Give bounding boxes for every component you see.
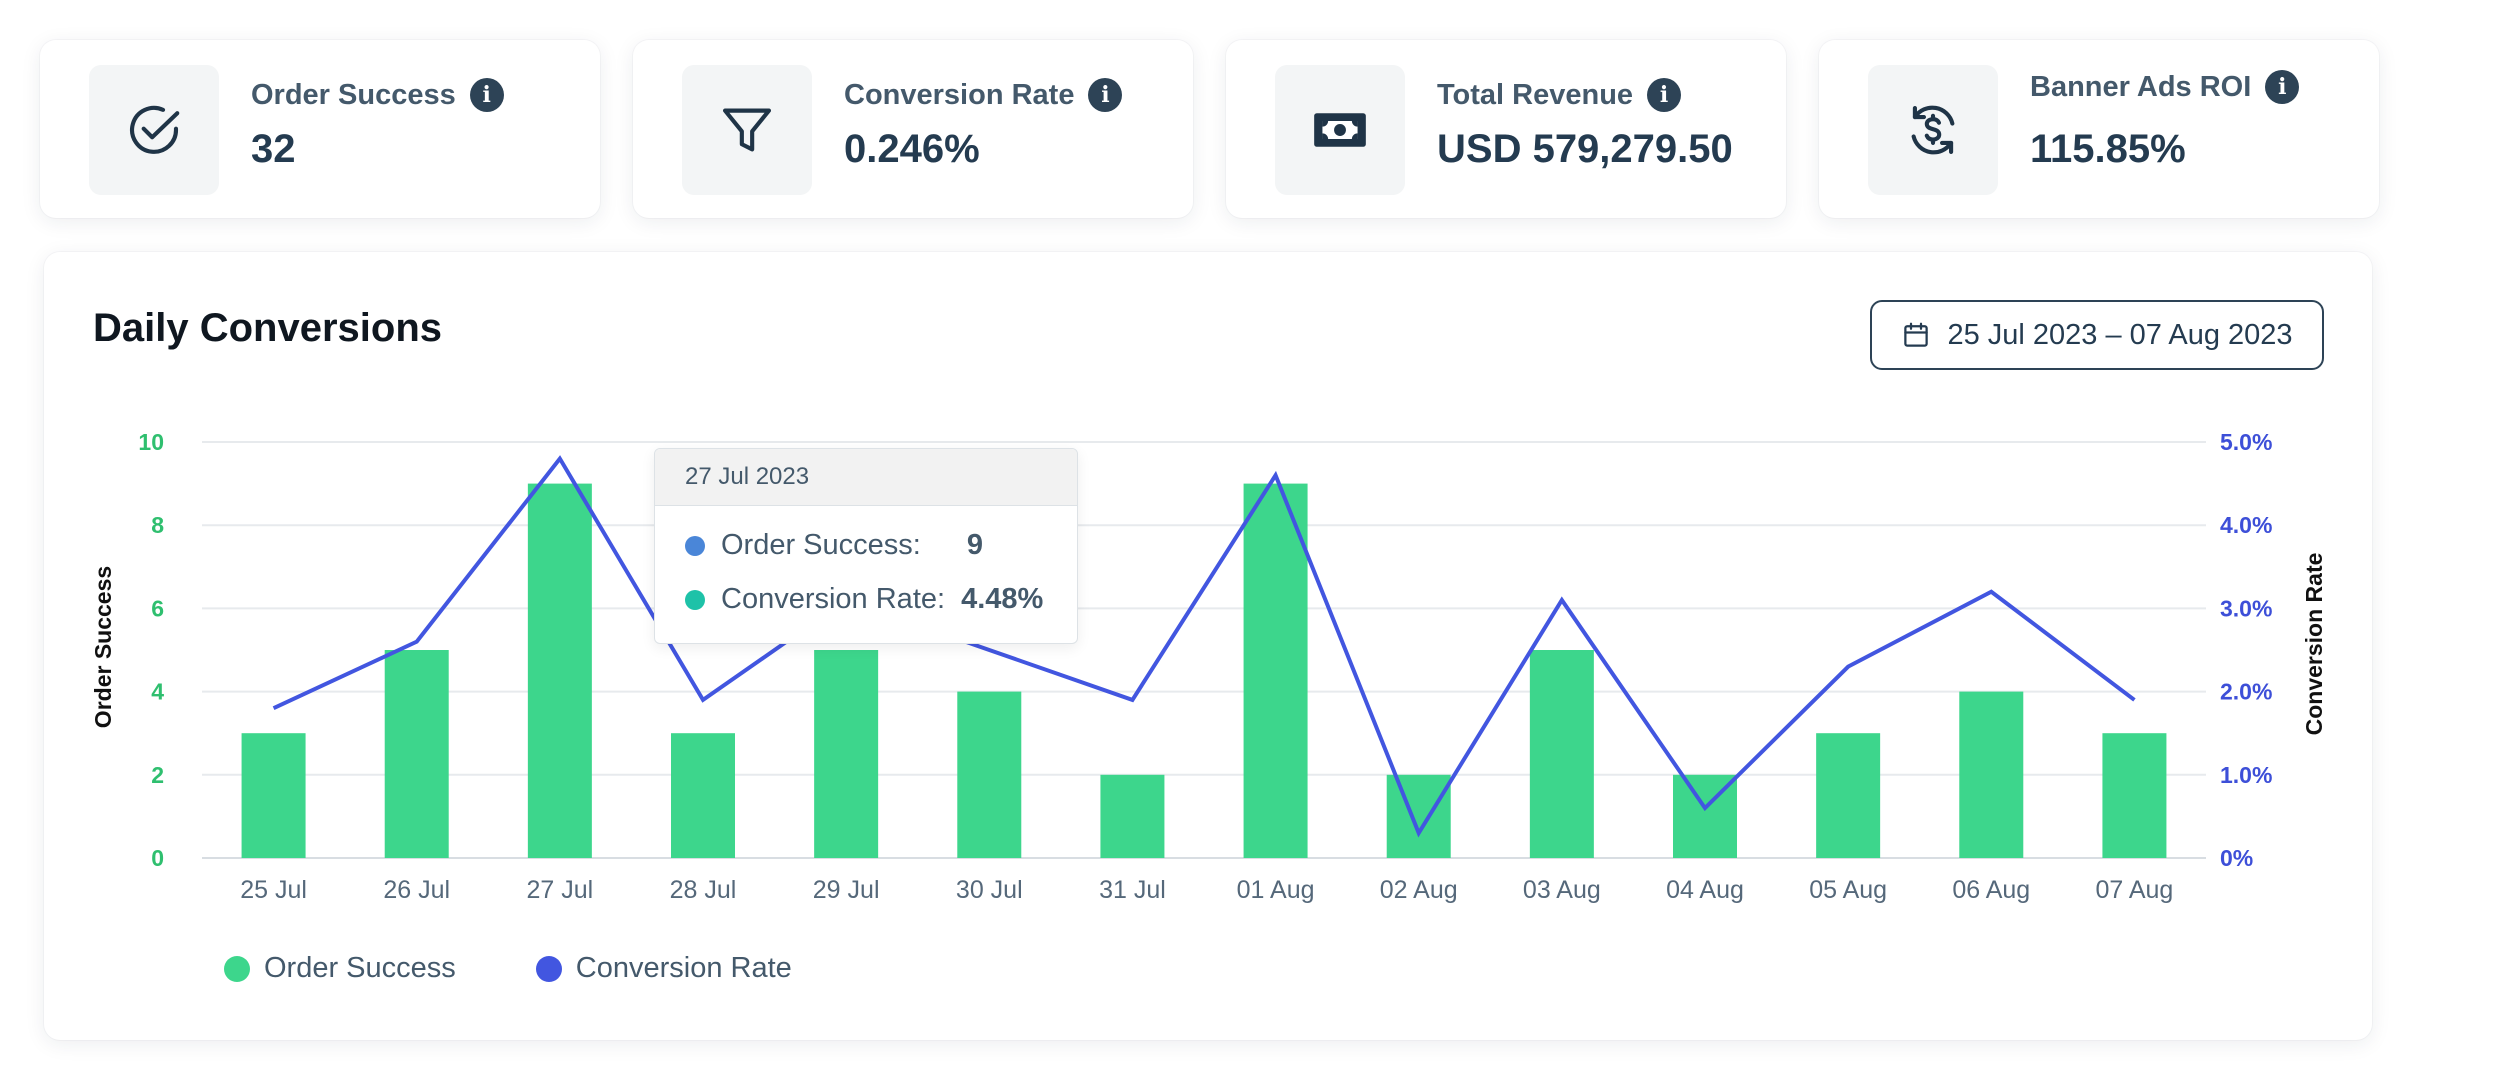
x-tick-label: 07 Aug [2095, 876, 2173, 904]
stat-card-order-success: Order Success i 32 [40, 40, 600, 218]
tooltip-value: 9 [966, 529, 983, 561]
y2-tick-label: 5.0% [2220, 429, 2272, 455]
stat-title-text: Conversion Rate [844, 78, 1075, 111]
grid-lines [202, 441, 2206, 859]
stat-title: Conversion Rate i [844, 78, 1123, 112]
y-tick-label: 2 [151, 762, 164, 788]
conversion-rate-line [272, 455, 2136, 838]
stat-title: Order Success i [251, 78, 504, 112]
stat-title-text: Banner Ads ROI [2030, 70, 2252, 103]
stat-value: USD 579,279.50 [1437, 127, 1733, 171]
stat-card-banner-ads-roi: Banner Ads ROI i 115.85% [1819, 40, 2379, 218]
legend-swatch [224, 955, 250, 982]
bar-series-order-success [241, 483, 2167, 858]
tooltip-dot [685, 535, 705, 556]
x-tick-label: 06 Aug [1952, 876, 2030, 904]
x-tick-label: 01 Aug [1237, 876, 1315, 904]
y-tick-label: 8 [151, 512, 164, 538]
y2-tick-label: 3.0% [2220, 595, 2272, 621]
bar[interactable] [957, 691, 1022, 858]
bar[interactable] [671, 733, 735, 858]
stat-card-conversion-rate: Conversion Rate i 0.246% [633, 40, 1193, 218]
tooltip-label: Conversion Rate: [721, 583, 946, 615]
x-tick-label: 05 Aug [1809, 876, 1887, 904]
date-range-label: 25 Jul 2023 – 07 Aug 2023 [1947, 318, 2293, 351]
bar[interactable] [1243, 483, 1308, 858]
stat-title: Banner Ads ROI i [2030, 70, 2300, 104]
calendar-icon [1904, 322, 1929, 347]
x-tick-label: 25 Jul [240, 876, 307, 904]
info-icon[interactable]: i [1647, 78, 1682, 112]
stat-value: 0.246% [844, 127, 980, 171]
stat-icon-box [1275, 65, 1405, 195]
cash-icon [1314, 113, 1366, 147]
bar[interactable] [2102, 733, 2167, 858]
bar[interactable] [1386, 774, 1451, 858]
stat-card-total-revenue: Total Revenue i USD 579,279.50 [1226, 40, 1786, 218]
stat-title: Total Revenue i [1437, 78, 1682, 112]
stat-value: 115.85% [2030, 127, 2186, 171]
stat-value: 32 [251, 127, 296, 171]
legend-label: Conversion Rate [575, 952, 792, 984]
tooltip-dot [685, 589, 705, 610]
info-icon[interactable]: i [2265, 70, 2300, 104]
info-icon[interactable]: i [1088, 78, 1123, 112]
tooltip-value: 4.48% [961, 583, 1044, 615]
x-tick-label: 04 Aug [1666, 876, 1744, 904]
x-tick-label: 02 Aug [1380, 876, 1458, 904]
daily-conversions-chart: 0 2 4 6 8 10 0% 1.0% 2.0% 3.0% 4.0% 5.0% 25 Jul 26 … [90, 429, 2327, 904]
info-icon[interactable]: i [469, 78, 504, 112]
bar[interactable] [1100, 774, 1165, 858]
tooltip-label: Order Success: [721, 529, 921, 561]
funnel-icon [722, 108, 772, 152]
y-tick-label: 4 [151, 679, 164, 705]
bar[interactable] [241, 733, 306, 858]
stat-title-text: Total Revenue [1437, 78, 1634, 111]
stat-icon-box [682, 65, 812, 195]
x-tick-label: 03 Aug [1523, 876, 1601, 904]
chart-tooltip: 27 Jul 2023 Order Success: 9 Conversion … [654, 448, 1078, 644]
daily-conversions-card: Daily Conversions 25 Jul 2023 – 07 Aug 2… [44, 252, 2372, 1040]
legend-item-order-success[interactable]: Order Success [224, 952, 456, 985]
y2-axis-label: Conversion Rate [2301, 553, 2327, 736]
dollar-refresh-icon [1911, 105, 1955, 155]
tooltip-date: 27 Jul 2023 [655, 449, 1077, 506]
legend-swatch [535, 955, 562, 982]
check-circle-icon [130, 105, 180, 154]
y-tick-label: 0 [151, 845, 164, 871]
y-tick-label: 10 [138, 429, 164, 455]
x-tick-label: 28 Jul [670, 876, 737, 904]
tooltip-row-order-success: Order Success: 9 [685, 529, 983, 562]
y2-tick-label: 2.0% [2220, 679, 2272, 705]
chart-legend: Order Success Conversion Rate [224, 952, 792, 985]
stat-icon-box [89, 65, 219, 195]
y2-tick-label: 4.0% [2220, 512, 2272, 538]
bar[interactable] [1529, 650, 1594, 858]
legend-label: Order Success [264, 952, 456, 984]
x-tick-label: 26 Jul [383, 876, 450, 904]
x-tick-label: 31 Jul [1099, 876, 1166, 904]
left-y-axis: 0 2 4 6 8 10 [138, 429, 164, 871]
bar[interactable] [814, 650, 879, 858]
date-range-button[interactable]: 25 Jul 2023 – 07 Aug 2023 [1870, 300, 2324, 370]
y-axis-label: Order Success [90, 566, 116, 728]
x-tick-label: 29 Jul [813, 876, 880, 904]
y-tick-label: 6 [151, 595, 164, 621]
stat-icon-box [1868, 65, 1998, 195]
bar[interactable] [384, 650, 449, 858]
x-tick-label: 27 Jul [526, 876, 593, 904]
x-axis: 25 Jul 26 Jul 27 Jul 28 Jul 29 Jul 30 Jul 31 J… [240, 876, 2173, 904]
tooltip-row-conversion-rate: Conversion Rate: 4.48% [685, 583, 1043, 616]
legend-item-conversion-rate[interactable]: Conversion Rate [535, 952, 792, 985]
chart-title: Daily Conversions [93, 306, 443, 350]
bar[interactable] [1816, 733, 1881, 858]
y2-tick-label: 0% [2220, 845, 2253, 871]
y2-tick-label: 1.0% [2220, 762, 2272, 788]
line-series-conversion-rate [272, 455, 2136, 838]
bar[interactable] [1959, 691, 2024, 858]
right-y-axis: 0% 1.0% 2.0% 3.0% 4.0% 5.0% [2220, 429, 2272, 871]
stat-title-text: Order Success [251, 78, 456, 111]
bar[interactable] [527, 483, 592, 858]
x-tick-label: 30 Jul [956, 876, 1023, 904]
